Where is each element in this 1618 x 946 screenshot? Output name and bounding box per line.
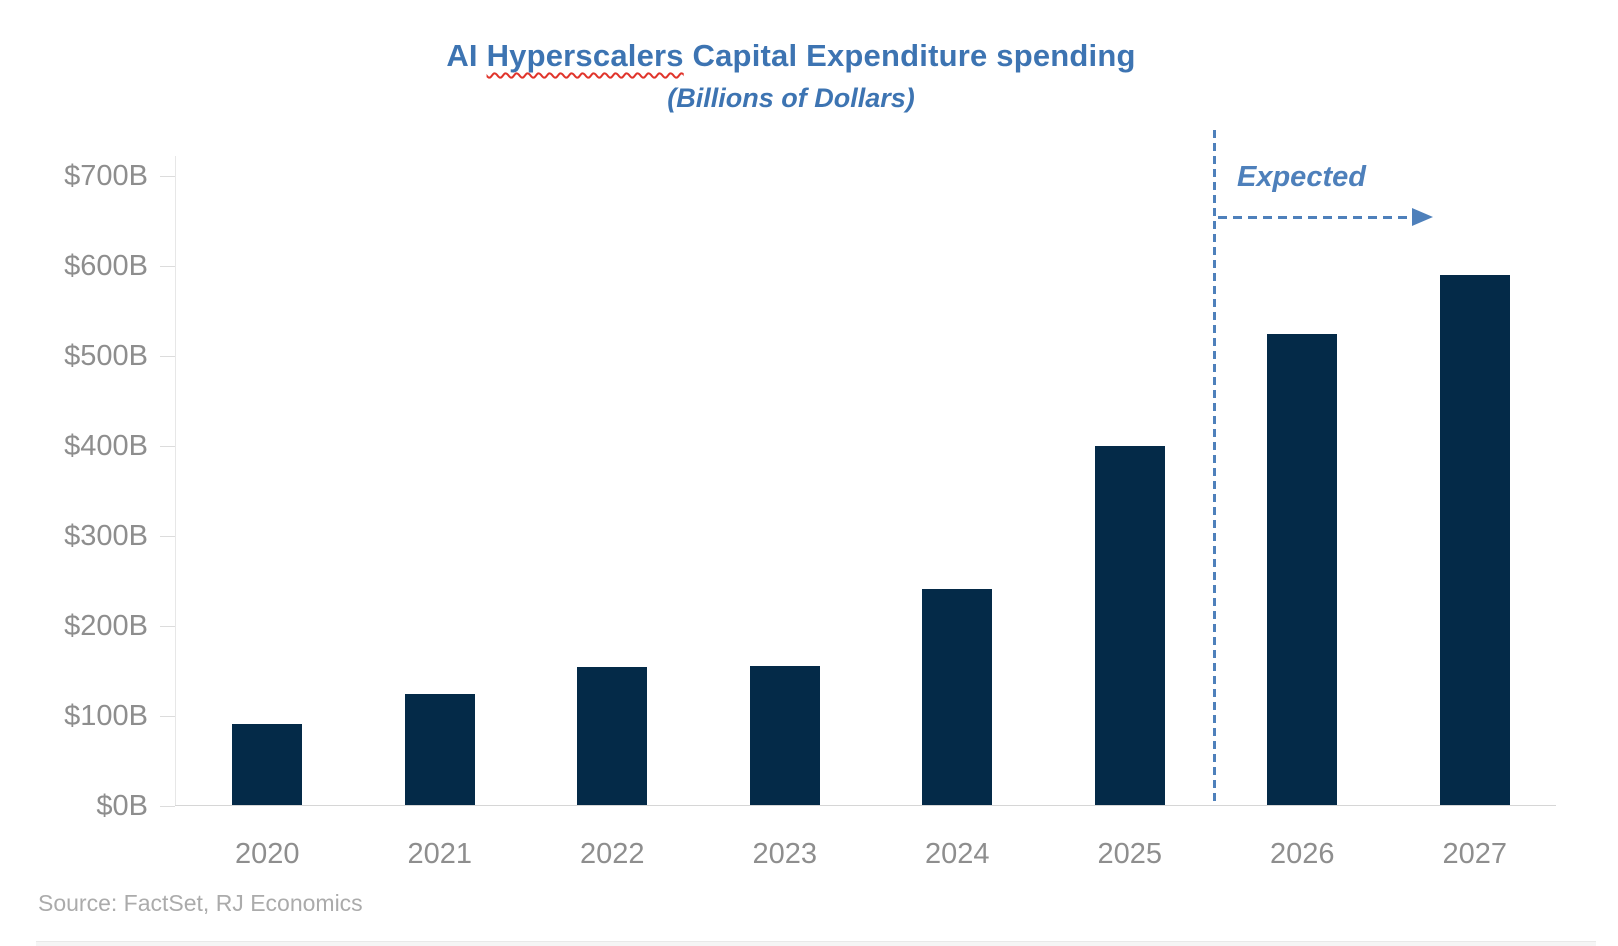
bar-slot-2023 bbox=[699, 176, 872, 806]
y-tick-mark bbox=[160, 536, 175, 537]
y-tick-mark bbox=[160, 806, 175, 807]
bar-2020 bbox=[232, 724, 303, 806]
y-tick-label: $700B bbox=[64, 160, 148, 192]
y-tick-mark bbox=[160, 356, 175, 357]
bottom-divider bbox=[36, 941, 1596, 946]
bar-2025 bbox=[1094, 446, 1165, 806]
chart-title: AI Hyperscalers Capital Expenditure spen… bbox=[0, 38, 1582, 74]
x-tick-label-2026: 2026 bbox=[1269, 838, 1335, 870]
bar-slot-2021 bbox=[354, 176, 527, 806]
expected-label: Expected bbox=[1237, 161, 1366, 193]
y-tick-label: $300B bbox=[64, 520, 148, 552]
bar-slot-2026 bbox=[1216, 176, 1389, 806]
y-tick-mark bbox=[160, 446, 175, 447]
bar-slot-2020 bbox=[181, 176, 354, 806]
x-tick-label-2024: 2024 bbox=[924, 838, 990, 870]
bar-slot-2022 bbox=[526, 176, 699, 806]
y-tick-label: $100B bbox=[64, 700, 148, 732]
x-tick-label-2022: 2022 bbox=[579, 838, 645, 870]
y-axis-line bbox=[175, 156, 176, 806]
bar-2023 bbox=[749, 665, 820, 806]
y-tick-label: $500B bbox=[64, 340, 148, 372]
bar-slot-2024 bbox=[871, 176, 1044, 806]
source-note: Source: FactSet, RJ Economics bbox=[38, 890, 363, 916]
y-tick-mark bbox=[160, 626, 175, 627]
chart-title-suffix: Capital Expenditure spending bbox=[683, 38, 1136, 73]
y-tick-label: $400B bbox=[64, 430, 148, 462]
x-tick-label-2020: 2020 bbox=[234, 838, 300, 870]
plot-area bbox=[181, 176, 1561, 806]
misspelled-word-squiggle: Hyperscalers bbox=[486, 38, 684, 73]
bar-2026 bbox=[1267, 333, 1338, 806]
title-block: AI Hyperscalers Capital Expenditure spen… bbox=[0, 38, 1618, 114]
y-tick-label: $600B bbox=[64, 250, 148, 282]
x-axis-line bbox=[175, 805, 1556, 806]
bar-slot-2025 bbox=[1044, 176, 1217, 806]
y-tick-mark bbox=[160, 266, 175, 267]
chart-title-prefix: AI bbox=[446, 38, 487, 73]
x-tick-label-2021: 2021 bbox=[407, 838, 472, 870]
chart-subtitle: (Billions of Dollars) bbox=[667, 83, 915, 113]
bar-2021 bbox=[404, 694, 475, 806]
bar-2022 bbox=[577, 667, 648, 806]
x-tick-label-2023: 2023 bbox=[752, 838, 817, 870]
y-tick-label: $0B bbox=[96, 790, 148, 822]
bar-2024 bbox=[922, 589, 993, 806]
bar-slot-2027 bbox=[1389, 176, 1562, 806]
y-tick-label: $200B bbox=[64, 610, 148, 642]
x-axis-labels: 2020 2021 2022 2023 2024 2025 2026 2027 bbox=[181, 838, 1561, 871]
forecast-divider-dashed-line bbox=[1213, 130, 1216, 806]
x-tick-label-2027: 2027 bbox=[1442, 838, 1507, 870]
expected-arrow-dashed-line bbox=[1218, 216, 1414, 219]
y-tick-mark bbox=[160, 716, 175, 717]
y-tick-mark bbox=[160, 176, 175, 177]
x-tick-label-2025: 2025 bbox=[1097, 838, 1162, 870]
expected-arrow-head-icon bbox=[1412, 208, 1433, 226]
bar-2027 bbox=[1439, 275, 1510, 806]
